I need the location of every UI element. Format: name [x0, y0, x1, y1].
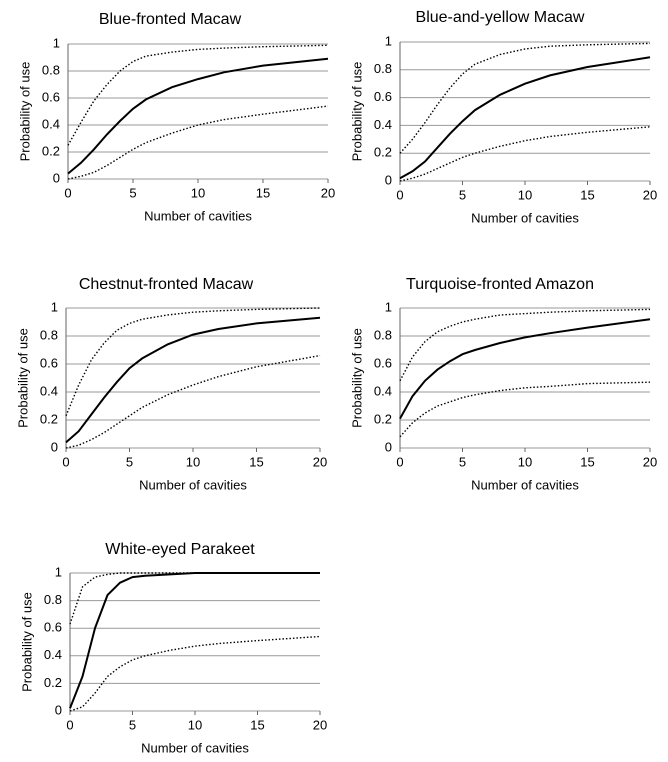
- x-tick-label: 0: [66, 717, 73, 732]
- curve: [399, 126, 651, 182]
- y-tick-label: 1: [385, 33, 392, 48]
- y-tick-label: 0: [385, 172, 392, 187]
- x-tick-label: 20: [643, 454, 657, 469]
- curve: [69, 572, 320, 625]
- x-axis-label: Number of cavities: [144, 208, 252, 223]
- y-tick-label: 0: [385, 439, 392, 454]
- x-tick-label: 10: [518, 454, 532, 469]
- x-tick-label: 5: [459, 187, 466, 202]
- x-axis-label: Number of cavities: [141, 740, 249, 755]
- y-tick-label: 0.4: [374, 117, 392, 132]
- x-tick-label: 5: [129, 717, 136, 732]
- x-tick-label: 20: [321, 185, 335, 200]
- x-tick-label: 10: [191, 185, 205, 200]
- curve: [67, 57, 329, 175]
- y-tick-label: 0.2: [44, 675, 62, 690]
- y-tick-label: 0.4: [42, 116, 60, 131]
- y-axis-label: Probability of use: [15, 328, 30, 428]
- x-axis-label: Number of cavities: [471, 210, 579, 225]
- y-tick-label: 1: [55, 564, 62, 579]
- x-tick-label: 15: [580, 187, 594, 202]
- x-axis-label: Number of cavities: [139, 477, 247, 492]
- y-tick-label: 0.8: [44, 592, 62, 607]
- x-tick-label: 0: [62, 454, 69, 469]
- y-tick-label: 0.4: [374, 383, 392, 398]
- x-tick-label: 5: [459, 454, 466, 469]
- x-tick-label: 0: [396, 187, 403, 202]
- x-tick-label: 5: [126, 454, 133, 469]
- y-tick-label: 1: [53, 35, 60, 50]
- y-tick-label: 1: [385, 299, 392, 314]
- x-tick-label: 5: [129, 185, 136, 200]
- curve: [399, 56, 651, 180]
- x-tick-label: 15: [250, 717, 264, 732]
- x-tick-label: 0: [64, 185, 71, 200]
- curve: [67, 105, 329, 180]
- y-axis-label: Probability of use: [349, 328, 364, 428]
- y-tick-label: 0.8: [42, 62, 60, 77]
- x-axis-label: Number of cavities: [471, 477, 579, 492]
- curve: [399, 381, 651, 438]
- x-tick-label: 20: [643, 187, 657, 202]
- y-tick-label: 0.2: [374, 411, 392, 426]
- curve: [65, 307, 321, 417]
- y-tick-label: 0.2: [42, 143, 60, 158]
- curve: [399, 318, 651, 420]
- y-tick-label: 0: [53, 170, 60, 185]
- chart-title: Blue-and-yellow Macaw: [416, 9, 585, 26]
- x-tick-label: 15: [249, 454, 263, 469]
- y-tick-label: 0.2: [374, 145, 392, 160]
- y-tick-label: 0.6: [42, 89, 60, 104]
- curve: [67, 44, 329, 146]
- y-tick-label: 0.8: [374, 61, 392, 76]
- chart-title: Turquoise-fronted Amazon: [406, 276, 594, 293]
- curve: [69, 572, 320, 709]
- y-tick-label: 0.6: [374, 89, 392, 104]
- y-axis-label: Probability of use: [17, 62, 32, 162]
- chart-title: Chestnut-fronted Macaw: [79, 276, 254, 293]
- curve: [69, 635, 321, 712]
- y-tick-label: 0.2: [40, 411, 58, 426]
- y-axis-label: Probability of use: [19, 592, 34, 692]
- chart-title: White-eyed Parakeet: [105, 541, 255, 558]
- x-tick-label: 20: [313, 717, 327, 732]
- curve: [399, 42, 651, 154]
- y-tick-label: 1: [51, 299, 58, 314]
- y-tick-label: 0: [51, 439, 58, 454]
- x-tick-label: 10: [186, 454, 200, 469]
- y-tick-label: 0.8: [40, 327, 58, 342]
- x-tick-label: 10: [188, 717, 202, 732]
- x-tick-label: 15: [256, 185, 270, 200]
- y-axis-label: Probability of use: [349, 62, 364, 162]
- chart-title: Blue-fronted Macaw: [99, 11, 242, 28]
- x-tick-label: 0: [396, 454, 403, 469]
- y-tick-label: 0.6: [374, 355, 392, 370]
- curve: [65, 354, 321, 449]
- x-tick-label: 10: [518, 187, 532, 202]
- curve: [399, 308, 651, 382]
- y-tick-label: 0.4: [44, 647, 62, 662]
- x-tick-label: 20: [313, 454, 327, 469]
- y-tick-label: 0.8: [374, 327, 392, 342]
- curve: [65, 316, 321, 444]
- x-tick-label: 15: [580, 454, 594, 469]
- y-tick-label: 0.6: [40, 355, 58, 370]
- y-tick-label: 0.6: [44, 620, 62, 635]
- y-tick-label: 0.4: [40, 383, 58, 398]
- y-tick-label: 0: [55, 702, 62, 717]
